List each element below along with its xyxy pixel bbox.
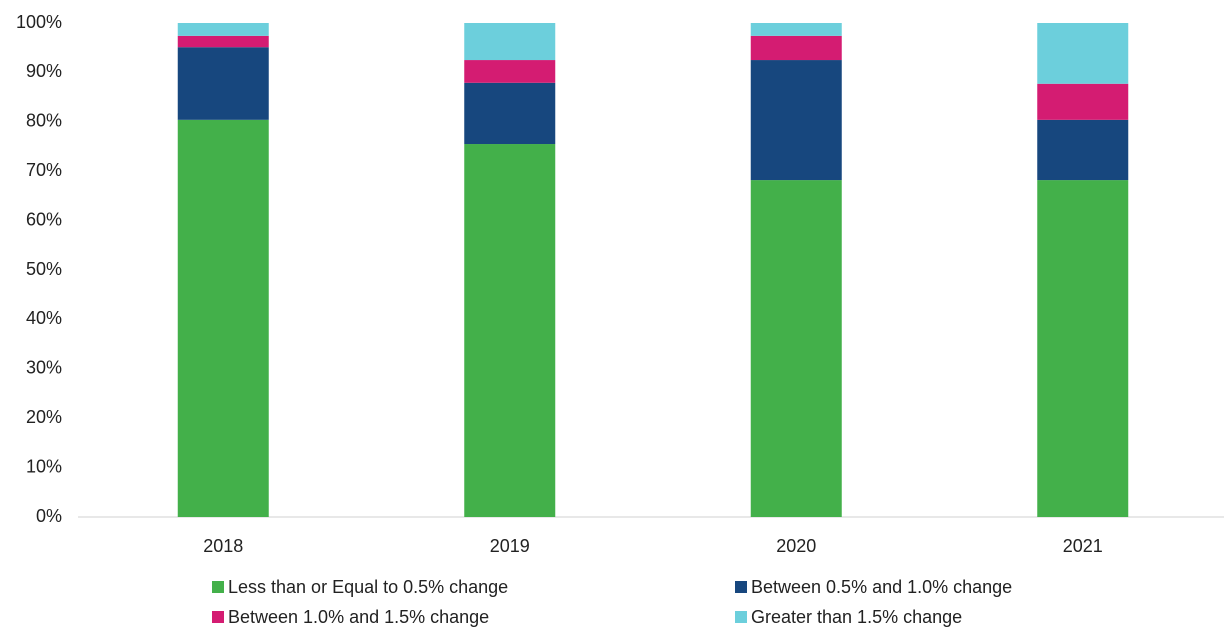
bar-segment xyxy=(177,23,269,36)
y-tick-label: 100% xyxy=(16,12,62,32)
bar-segment xyxy=(177,119,269,517)
y-tick-label: 30% xyxy=(26,358,62,378)
legend-swatch xyxy=(212,581,224,593)
bar-segment xyxy=(750,180,842,518)
y-tick-label: 20% xyxy=(26,407,62,427)
bar-segment xyxy=(177,35,269,48)
bar-segment xyxy=(464,82,556,145)
y-tick-label: 50% xyxy=(26,259,62,279)
bar-segment xyxy=(177,47,269,120)
legend-swatch xyxy=(735,611,747,623)
bar-segment xyxy=(464,144,556,517)
legend-label: Greater than 1.5% change xyxy=(751,607,962,627)
x-tick-label: 2019 xyxy=(490,536,530,556)
y-tick-label: 60% xyxy=(26,209,62,229)
bar-segment xyxy=(750,35,842,61)
legend-label: Between 0.5% and 1.0% change xyxy=(751,577,1012,597)
legend-label: Between 1.0% and 1.5% change xyxy=(228,607,489,627)
bar-segment xyxy=(464,60,556,83)
bar-segment xyxy=(1037,83,1129,120)
y-tick-label: 70% xyxy=(26,160,62,180)
y-tick-label: 10% xyxy=(26,456,62,476)
bar-segment xyxy=(1037,23,1129,84)
y-tick-label: 0% xyxy=(36,506,62,526)
y-tick-label: 90% xyxy=(26,61,62,81)
y-tick-label: 80% xyxy=(26,111,62,131)
x-tick-label: 2020 xyxy=(776,536,816,556)
bar-segment xyxy=(750,60,842,181)
bar-segment xyxy=(1037,119,1129,181)
bar-segment xyxy=(750,23,842,36)
x-tick-label: 2021 xyxy=(1063,536,1103,556)
bar-segment xyxy=(464,23,556,61)
bar-segment xyxy=(1037,180,1129,518)
legend-swatch xyxy=(212,611,224,623)
legend-label: Less than or Equal to 0.5% change xyxy=(228,577,508,597)
x-tick-label: 2018 xyxy=(203,536,243,556)
y-tick-label: 40% xyxy=(26,308,62,328)
legend-swatch xyxy=(735,581,747,593)
